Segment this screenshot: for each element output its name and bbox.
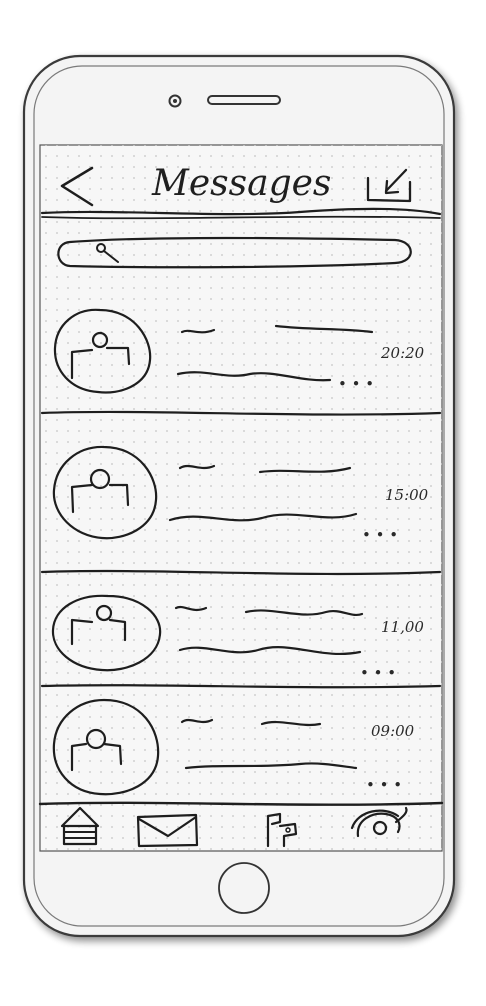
sender-name <box>174 605 208 612</box>
avatar <box>53 308 152 394</box>
compose-icon[interactable] <box>366 168 412 203</box>
row-divider <box>40 684 442 689</box>
back-icon[interactable] <box>60 166 94 207</box>
message-preview <box>178 646 362 656</box>
tabbar-divider <box>38 801 444 806</box>
ellipsis: • • • <box>338 375 374 393</box>
ellipsis: • • • <box>362 526 398 544</box>
search-bar[interactable] <box>57 236 412 269</box>
header: Messages <box>40 163 442 220</box>
ellipsis: • • • <box>360 664 396 682</box>
list-item[interactable]: • • • 09:00 <box>52 698 415 796</box>
wifi-icon[interactable] <box>350 806 408 838</box>
list-item[interactable]: • • • 11,00 <box>51 594 424 682</box>
message-preview <box>168 512 358 522</box>
row-divider <box>40 569 442 576</box>
home-button[interactable] <box>218 862 270 914</box>
search-input <box>57 236 412 269</box>
avatar <box>52 445 158 540</box>
speaker-slot <box>207 95 281 105</box>
timestamp: 11,00 <box>381 618 424 636</box>
timestamp: 15:00 <box>385 486 429 504</box>
tabbar <box>60 806 408 848</box>
sender-name <box>178 464 216 470</box>
header-divider <box>40 207 442 216</box>
message-preview <box>184 762 358 770</box>
home-icon[interactable] <box>60 806 100 846</box>
message-preview <box>176 371 332 382</box>
list-item[interactable]: • • • 15:00 <box>52 445 429 544</box>
page-title: Messages <box>151 163 331 204</box>
list-item[interactable]: • • • 20:20 <box>53 308 425 394</box>
timestamp: 20:20 <box>380 344 425 362</box>
row-divider <box>40 410 442 416</box>
camera-icon <box>168 94 182 108</box>
avatar <box>52 698 160 796</box>
search-icon <box>96 243 119 263</box>
flag-icon[interactable] <box>266 812 298 848</box>
avatar <box>51 594 162 672</box>
sender-name <box>180 718 214 724</box>
timestamp: 09:00 <box>371 722 415 740</box>
ellipsis: • • • <box>366 776 402 794</box>
mail-icon[interactable] <box>136 813 199 848</box>
sender-name <box>180 328 216 334</box>
